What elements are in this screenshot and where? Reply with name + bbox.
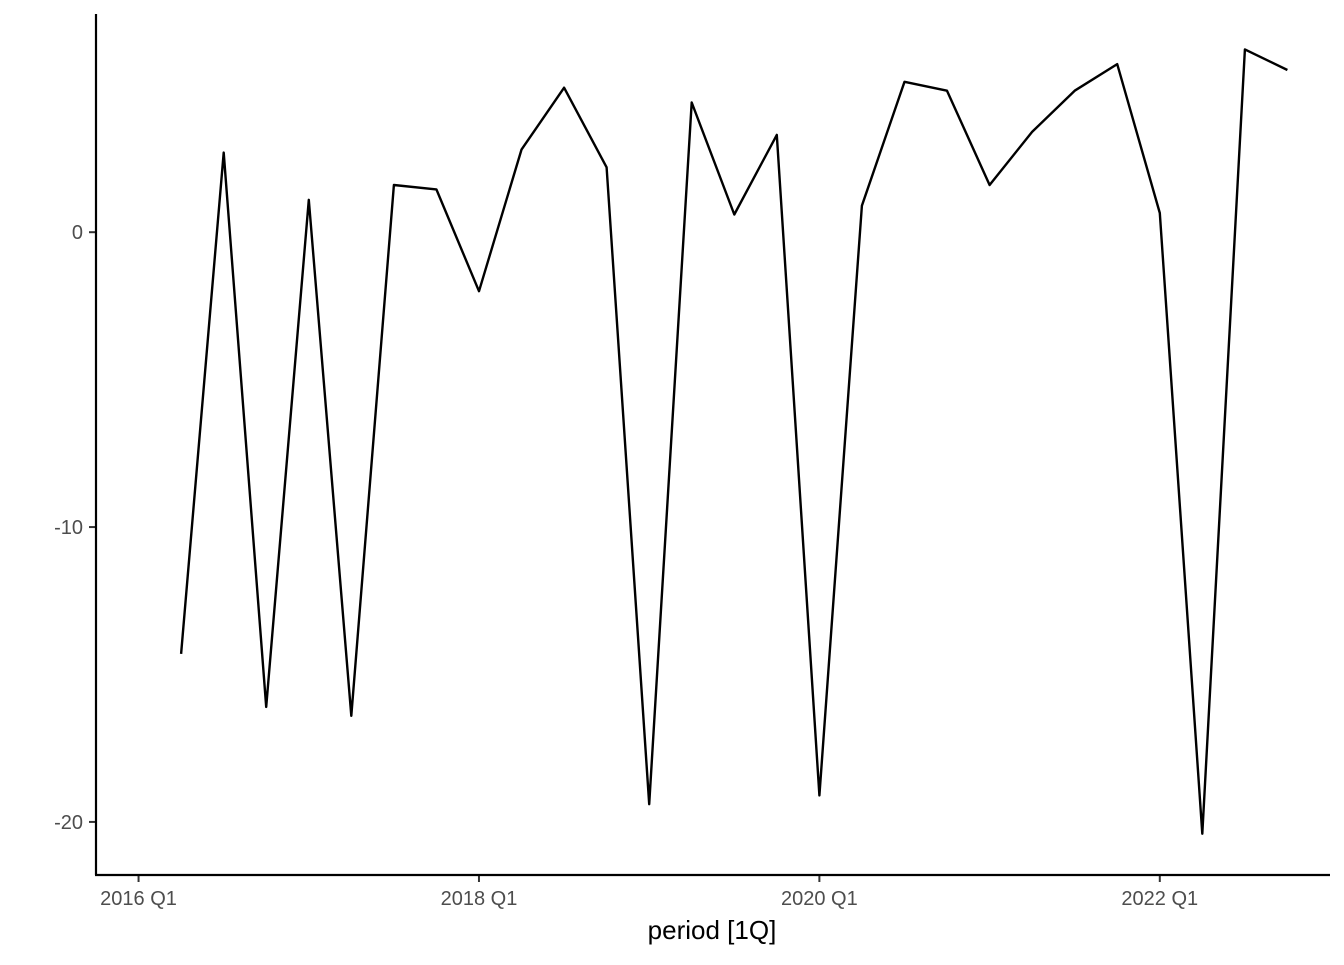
- x-axis-title: period [1Q]: [648, 915, 777, 945]
- y-tick-label: 0: [72, 222, 83, 244]
- x-tick-label: 2020 Q1: [781, 888, 858, 910]
- series-line: [179, 48, 1288, 835]
- x-tick-label: 2022 Q1: [1121, 888, 1198, 910]
- x-axis-ticks: 2016 Q1 2018 Q1 2020 Q1 2022 Q1: [100, 875, 1198, 910]
- y-axis-ticks: 0 -10 -20: [54, 222, 96, 834]
- y-tick-label: -20: [54, 812, 83, 834]
- series-group: [179, 48, 1288, 835]
- x-tick-label: 2018 Q1: [441, 888, 518, 910]
- x-tick-label: 2016 Q1: [100, 888, 177, 910]
- y-tick-label: -10: [54, 517, 83, 539]
